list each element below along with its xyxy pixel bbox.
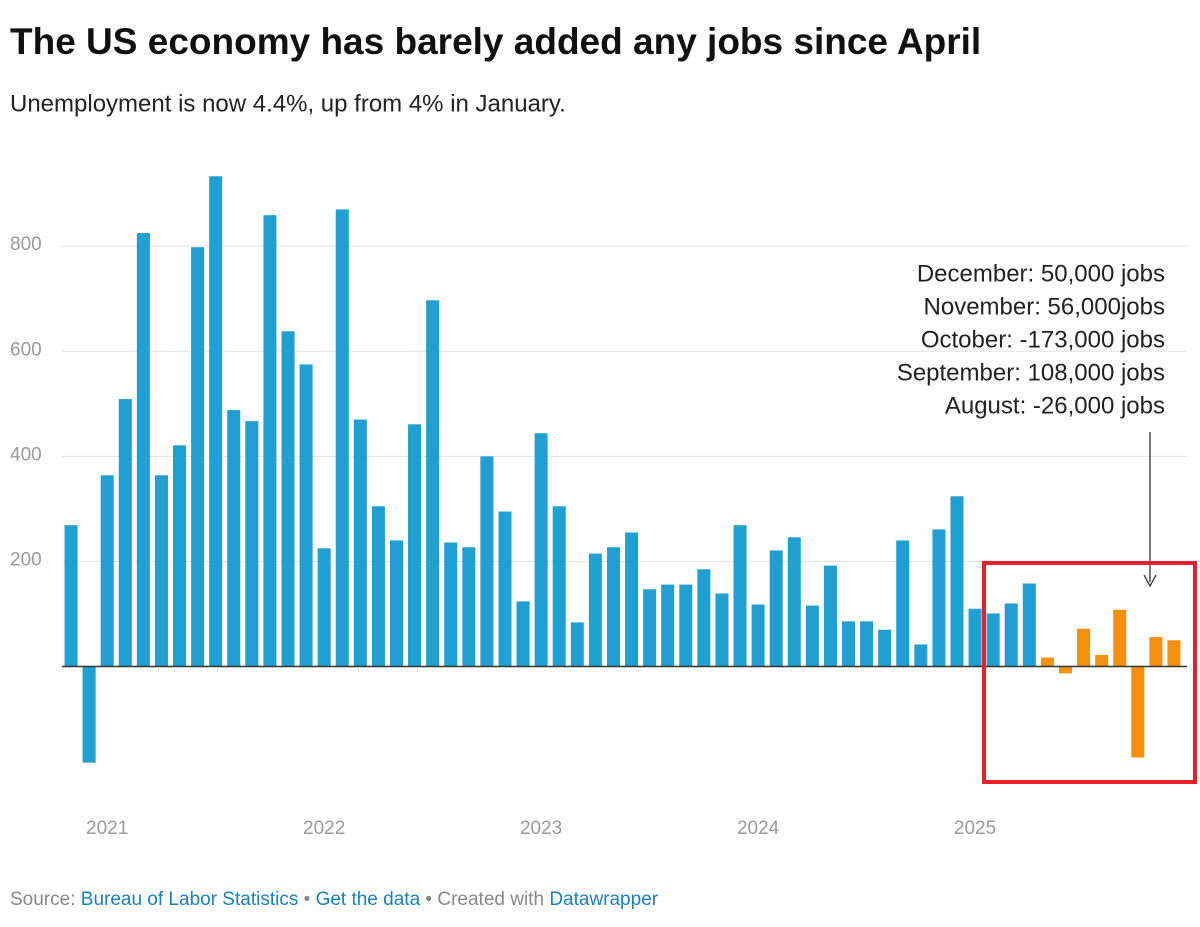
y-tick-label: 800 [10, 234, 42, 255]
bar [100, 475, 114, 667]
bar [191, 247, 205, 667]
x-tick-label: 2024 [737, 818, 780, 839]
bar [371, 506, 385, 667]
bar [823, 565, 837, 667]
chart-title: The US economy has barely added any jobs… [10, 21, 981, 62]
bar [643, 589, 657, 667]
bar [1131, 666, 1145, 758]
get-data-link[interactable]: Get the data [316, 889, 421, 910]
bar [1040, 657, 1054, 667]
bar [1077, 628, 1091, 667]
bar [787, 537, 801, 667]
bar [588, 553, 602, 667]
bar [896, 540, 910, 667]
bar [389, 540, 404, 667]
bar [751, 604, 765, 667]
tool-link[interactable]: Datawrapper [549, 889, 658, 910]
bar [805, 605, 819, 667]
bar [173, 445, 187, 667]
y-tick-label: 400 [10, 444, 42, 465]
annotation: September: 108,000 jobs [897, 359, 1165, 386]
bar [281, 331, 295, 667]
bar [444, 542, 458, 667]
bar [1004, 603, 1018, 667]
bar [82, 666, 96, 763]
bar [625, 532, 639, 667]
bar [353, 419, 367, 667]
bar [209, 176, 223, 667]
bar [534, 433, 548, 667]
bar [860, 621, 874, 667]
bar [498, 511, 512, 667]
x-tick-label: 2021 [86, 818, 128, 839]
bar [552, 506, 566, 667]
bar [118, 399, 132, 667]
bar [1022, 583, 1036, 667]
bar [154, 475, 168, 667]
bar [570, 622, 584, 667]
annotation: August: -26,000 jobs [945, 392, 1165, 419]
bar [733, 525, 747, 667]
bar [1095, 654, 1109, 667]
separator: • [425, 889, 432, 910]
bar [950, 496, 964, 667]
bar [299, 364, 313, 667]
bar [1167, 640, 1181, 667]
bar [516, 601, 530, 667]
bar [426, 300, 440, 667]
bar [335, 209, 349, 667]
bar [462, 547, 476, 667]
separator: • [304, 889, 311, 910]
chart-subtitle: Unemployment is now 4.4%, up from 4% in … [10, 90, 566, 117]
bar [986, 613, 1000, 667]
x-tick-label: 2023 [520, 818, 562, 839]
bar [679, 584, 693, 667]
bar [1113, 609, 1127, 667]
bar [968, 608, 982, 667]
annotation: October: -173,000 jobs [921, 326, 1165, 353]
bar [606, 547, 620, 667]
bar [245, 421, 259, 667]
bar [317, 548, 331, 667]
bar [697, 569, 711, 667]
bar [841, 621, 856, 667]
y-tick-label: 600 [10, 339, 42, 360]
bar [932, 529, 946, 667]
bar [1058, 666, 1072, 674]
bar [263, 215, 277, 667]
source-label: Source: [10, 889, 75, 910]
annotation: November: 56,000jobs [924, 293, 1165, 320]
bar [480, 456, 494, 667]
bar [227, 410, 241, 667]
bar [1149, 637, 1163, 667]
annotation: December: 50,000 jobs [917, 260, 1165, 287]
footer: Source: Bureau of Labor Statistics • Get… [10, 889, 659, 910]
bar [914, 644, 928, 667]
highlight-box [982, 561, 1197, 784]
bar [64, 525, 78, 667]
bar [661, 584, 675, 667]
arrow-head [1143, 574, 1157, 588]
source-link[interactable]: Bureau of Labor Statistics [81, 889, 299, 910]
plot-area: 200 400 600 800 2021 2022 2023 2024 2025 [10, 176, 1187, 839]
bar [715, 593, 729, 667]
bar [769, 550, 783, 667]
created-with: Created with [437, 889, 544, 910]
x-tick-label: 2022 [303, 818, 345, 839]
bar [408, 424, 422, 667]
bar [136, 233, 150, 667]
bar [878, 629, 892, 667]
x-tick-label: 2025 [954, 818, 996, 839]
y-tick-label: 200 [10, 549, 42, 570]
